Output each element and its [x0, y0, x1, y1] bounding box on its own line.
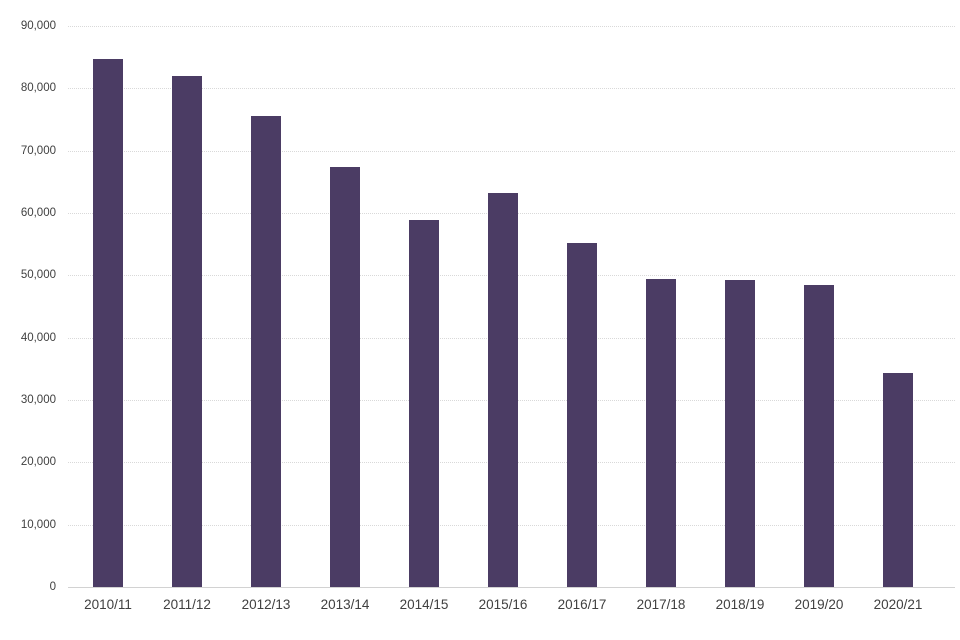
y-axis-tick-label: 60,000 [20, 207, 56, 219]
bar-2010-11 [93, 59, 123, 587]
y-axis-tick-label: 20,000 [20, 456, 56, 469]
bar-2019-20 [804, 285, 834, 587]
x-axis-tick-label: 2015/16 [478, 597, 528, 612]
bar-2015-16 [488, 193, 518, 587]
x-axis-tick-label: 2018/19 [715, 597, 765, 612]
gridline [68, 150, 955, 152]
gridline [68, 26, 955, 27]
x-axis-tick-label: 2011/12 [163, 597, 211, 612]
x-axis-tick-label: 2016/17 [557, 597, 607, 612]
y-axis-tick-label: 80,000 [20, 82, 56, 95]
y-axis-tick-label: 10,000 [20, 518, 56, 531]
bar-2017-18 [646, 279, 676, 587]
x-axis-tick-label: 2014/15 [399, 597, 449, 612]
y-axis-tick-label: 0 [49, 581, 56, 593]
x-axis-tick-label: 2010/11 [84, 597, 132, 612]
y-axis-tick-label: 70,000 [20, 144, 56, 157]
x-axis-tick-label: 2017/18 [636, 597, 686, 612]
bar-2016-17 [567, 242, 597, 587]
x-axis-tick-label: 2012/13 [241, 597, 291, 612]
y-axis-tick-label: 50,000 [20, 269, 56, 282]
bar-2011-12 [172, 76, 202, 587]
x-axis-line [68, 587, 955, 588]
bar-2018-19 [725, 280, 755, 587]
x-axis-tick-label: 2020/21 [873, 597, 923, 612]
bar-2013-14 [330, 167, 360, 587]
bar-2014-15 [409, 220, 439, 587]
bar-2020-21 [883, 373, 913, 587]
y-axis-tick-label: 40,000 [20, 331, 56, 344]
y-axis-tick-label: 30,000 [20, 394, 56, 406]
y-axis-tick-label: 90,000 [20, 20, 56, 32]
x-axis-tick-label: 2013/14 [320, 597, 370, 612]
x-axis-tick-label: 2019/20 [794, 597, 844, 612]
bar-2012-13 [251, 115, 281, 587]
gridline [68, 88, 955, 90]
